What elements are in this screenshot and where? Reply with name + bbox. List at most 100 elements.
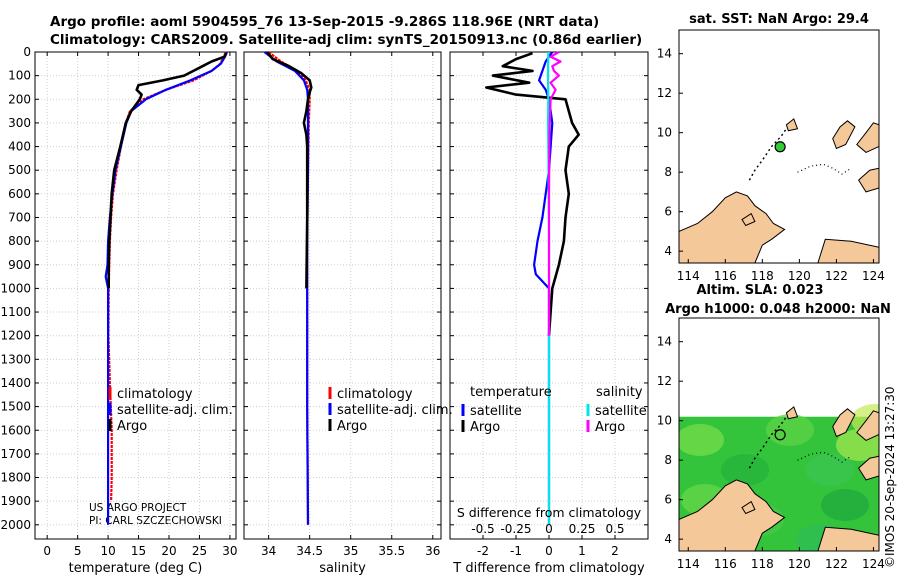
series-line-argo (265, 51, 313, 289)
map-content (679, 404, 879, 551)
y-tick-label: 6 (664, 493, 672, 507)
y-tick-label: 6 (664, 205, 672, 219)
temperature-panel: 0 5 10 15 20 25 300100200300400500600700800900… (0, 45, 237, 576)
x-tick-label: 118 (751, 557, 774, 571)
map-frame (678, 317, 880, 552)
x-tick-label: 25 (192, 544, 207, 558)
sla-map-panel: 114 116 118 120 122 124 4 6 8 10 12 14 Altim. SLA: 0… (657, 283, 891, 571)
y-tick-label: 2000 (0, 518, 31, 532)
map-content (679, 118, 879, 263)
y-tick-label: 1700 (0, 447, 31, 461)
x-tick-label: 120 (788, 269, 811, 283)
legend-label: satellite-adj. clim. (337, 403, 453, 418)
x-tick-label: 20 (161, 544, 176, 558)
float-marker (774, 141, 786, 153)
series-line-s-argo (547, 51, 562, 336)
y-tick-label: 8 (664, 165, 672, 179)
legend-label: climatology (337, 387, 413, 402)
y-tick-label: 14 (657, 47, 672, 61)
y-tick-label: 900 (8, 258, 31, 272)
y-tick-label: 12 (657, 374, 672, 388)
x-tick-label: 118 (751, 269, 774, 283)
x-axis-label: temperature (deg C) (69, 561, 203, 576)
legend-label: satellite-adj. clim. (117, 403, 233, 418)
y-tick-label: 1900 (0, 494, 31, 508)
x-tick-label: 30 (222, 544, 237, 558)
land-area (785, 118, 799, 132)
float-marker (774, 429, 786, 441)
x-tick-label: 0 (43, 544, 51, 558)
secondary-tick-label: -0.25 (500, 522, 531, 536)
series-line-satellite-adj-clim- (104, 51, 228, 525)
map-title: Altim. SLA: 0.023 (697, 283, 824, 298)
legend-label: Argo (117, 419, 147, 434)
land-area (832, 120, 856, 150)
y-tick-label: 400 (8, 140, 31, 154)
x-tick-label: 120 (788, 557, 811, 571)
y-tick-label: 1100 (0, 305, 31, 319)
y-tick-label: 600 (8, 187, 31, 201)
land-area (817, 526, 879, 551)
x-tick-label: 5 (74, 544, 82, 558)
sla-shade (721, 454, 769, 486)
coastline (748, 416, 787, 469)
land-area (679, 479, 786, 551)
legend-label: climatology (117, 387, 193, 402)
credit-project: US ARGO PROJECT (89, 502, 187, 514)
y-tick-label: 1300 (0, 352, 31, 366)
y-tick-label: 200 (8, 92, 31, 106)
title-line-2: Climatology: CARS2009. Satellite-adj cli… (50, 32, 643, 48)
secondary-tick-label: 0 (545, 522, 553, 536)
y-tick-label: 8 (664, 453, 672, 467)
y-tick-label: 1600 (0, 423, 31, 437)
land-area (856, 410, 879, 441)
sla-shade (679, 424, 724, 456)
y-tick-label: 1500 (0, 400, 31, 414)
y-tick-label: 10 (657, 126, 672, 140)
x-tick-label: -2 (477, 544, 489, 558)
series-line-climatology (267, 51, 311, 525)
x-tick-label: 116 (714, 557, 737, 571)
y-tick-label: 1000 (0, 281, 31, 295)
plot-frame (34, 51, 237, 540)
y-tick-label: 100 (8, 69, 31, 83)
y-tick-label: 800 (8, 234, 31, 248)
x-tick-label: 116 (714, 269, 737, 283)
x-tick-label: 124 (862, 269, 885, 283)
difference-panel: -2 -1 0 1 2 T difference from climatology temp… (449, 51, 649, 576)
legend-label: satellite (470, 404, 522, 419)
y-tick-label: 4 (664, 532, 672, 546)
land-area (857, 167, 879, 193)
y-tick-label: 500 (8, 163, 31, 177)
sla-shade (806, 454, 854, 486)
legend-title-temperature: temperature (470, 385, 552, 400)
legend-title-salinity: salinity (596, 385, 643, 400)
land-area (679, 191, 786, 263)
y-tick-label: 300 (8, 116, 31, 130)
land-area (832, 408, 856, 438)
x-tick-label: 114 (677, 269, 700, 283)
y-tick-label: 0 (23, 45, 31, 59)
secondary-axis-label: S difference from climatology (457, 505, 642, 520)
legend-label: Argo (595, 420, 625, 435)
plot-frame (243, 51, 442, 540)
sla-shade (821, 489, 869, 521)
x-axis-label: T difference from climatology (452, 561, 645, 576)
y-tick-label: 4 (664, 244, 672, 258)
map-title: sat. SST: NaN Argo: 29.4 (689, 12, 869, 27)
title-line-1: Argo profile: aoml 5904595_76 13-Sep-201… (50, 14, 600, 30)
map-frame (678, 29, 880, 264)
legend-label: Argo (470, 420, 500, 435)
y-tick-label: 14 (657, 335, 672, 349)
x-tick-label: 114 (677, 557, 700, 571)
x-tick-label: 122 (825, 557, 848, 571)
series-line-argo (107, 52, 228, 289)
y-tick-label: 12 (657, 86, 672, 100)
legend-label: Argo (337, 419, 367, 434)
coastline (797, 451, 852, 463)
x-tick-label: 2 (611, 544, 619, 558)
coastline (797, 163, 852, 175)
legend-label: satellite (595, 404, 647, 419)
land-area (856, 122, 879, 153)
